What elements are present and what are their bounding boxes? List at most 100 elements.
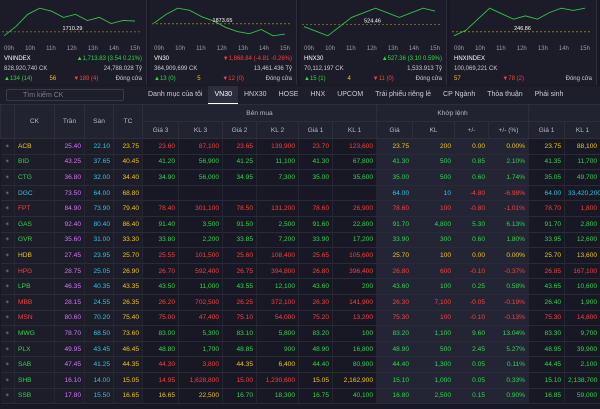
tab[interactable]: HNX — [310, 91, 326, 98]
quote-cell: 0.60 — [454, 169, 489, 186]
time-label: 14h — [558, 46, 569, 52]
quote-cell: -4.80 — [454, 185, 489, 202]
quote-cell: 0.00% — [488, 138, 530, 155]
index-line-2: 364,909,699 CK 13,461.436 Tỷ — [154, 66, 292, 72]
time-label: 13h — [387, 46, 398, 52]
quote-row: ✶ SSB 17.80 15.50 16.65 16.65 22,500 16.70 18,30… — [0, 388, 600, 405]
quote-cell: 3,800 — [178, 356, 223, 373]
quote-cell: 34.40 — [113, 169, 143, 186]
pin-icon[interactable]: ✶ — [0, 310, 15, 327]
tab[interactable]: Thỏa thuận — [487, 91, 523, 98]
quote-cell: 900 — [256, 341, 299, 358]
quote-cell: 36.80 — [54, 169, 85, 186]
tab[interactable]: Phái sinh — [534, 91, 564, 98]
quote-cell: 92.40 — [54, 216, 85, 233]
quote-cell: 100 — [332, 325, 377, 342]
quote-cell: 2,162,900 — [332, 372, 377, 389]
header-cell: TC — [113, 104, 143, 139]
quote-cell: 2,100 — [564, 356, 600, 373]
quote-cell: -0.10 — [454, 310, 489, 327]
quote-cell: 26,900 — [332, 200, 377, 217]
quote-cell: 43.60 — [376, 278, 413, 295]
table-body: ✶ ACB 25.40 22.10 23.75 23.60 87,100 23.65 139,9… — [0, 138, 600, 405]
header-cell: KL 1 — [332, 121, 377, 139]
quote-cell: 80,900 — [332, 356, 377, 373]
index-change: ▲1,713.83 (3.54 0.21%) — [76, 56, 142, 62]
tab[interactable]: CP Ngành — [443, 91, 476, 98]
time-axis: 09h 10h 11h 12h 13h 14h 15h — [4, 46, 140, 52]
pin-icon[interactable]: ✶ — [0, 278, 15, 295]
time-label: 14h — [258, 46, 269, 52]
quote-cell: 33.90 — [376, 232, 413, 249]
quote-cell: 31.00 — [84, 232, 114, 249]
tab[interactable]: HOSE — [278, 91, 299, 98]
quote-cell: 14.00 — [84, 372, 114, 389]
quote-cell: 10 — [412, 185, 455, 202]
pin-icon[interactable]: ✶ — [0, 232, 15, 249]
quote-cell: 1,000 — [412, 372, 455, 389]
pin-icon[interactable]: ✶ — [0, 138, 15, 155]
pin-icon[interactable]: ✶ — [0, 216, 15, 233]
time-label: 15h — [129, 46, 140, 52]
quote-cell: 26.80 — [298, 263, 333, 280]
pin-icon[interactable]: ✶ — [0, 263, 15, 280]
header-cell: KL 3 — [178, 121, 223, 139]
pin-icon[interactable]: ✶ — [0, 247, 15, 264]
index-declines: ▼78 (2) — [502, 76, 524, 82]
quote-cell — [332, 185, 377, 202]
quote-cell: 26.70 — [142, 263, 179, 280]
pin-icon[interactable]: ✶ — [0, 185, 15, 202]
pin-icon[interactable]: ✶ — [0, 341, 15, 358]
quote-cell: 80.40 — [84, 216, 114, 233]
quote-cell: 26.20 — [142, 294, 179, 311]
time-axis: 09h 10h 11h 12h 13h 14h 15h — [154, 46, 290, 52]
time-label: 09h — [304, 46, 315, 52]
pin-icon[interactable]: ✶ — [0, 372, 15, 389]
tab[interactable]: Trái phiếu riêng lẻ — [375, 91, 432, 98]
quote-cell: 35.00 — [298, 169, 333, 186]
tab[interactable]: Danh mục của tôi — [148, 91, 203, 98]
quote-cell: -0.10 — [454, 263, 489, 280]
quote-cell: 28.75 — [54, 263, 85, 280]
quote-cell: 18,300 — [256, 388, 299, 405]
quote-row: ✶ GVR 35.60 31.00 33.30 33.80 2,200 33.85 7,200 3… — [0, 232, 600, 249]
tab[interactable]: VN30 — [208, 86, 238, 104]
header-row: Giá 3 KL 3 Giá 2 KL 2 Giá 1 KL 1 Giá KL +/- +/- (… — [1, 121, 600, 139]
quote-cell: 49,700 — [564, 169, 600, 186]
symbol-cell: DGC — [14, 185, 55, 202]
quote-cell: 44.40 — [376, 356, 413, 373]
group-header: Khớp lệnh — [375, 104, 530, 122]
pin-icon[interactable]: ✶ — [0, 356, 15, 373]
time-label: 10h — [475, 46, 486, 52]
group-header — [528, 104, 600, 122]
quote-cell: 500 — [412, 341, 455, 358]
pin-icon[interactable]: ✶ — [0, 388, 15, 405]
search-box[interactable]: Tìm kiếm CK — [6, 89, 124, 101]
pin-icon[interactable]: ✶ — [0, 169, 15, 186]
quote-cell: 56,900 — [178, 154, 223, 171]
pin-icon[interactable]: ✶ — [0, 325, 15, 342]
time-label: 10h — [325, 46, 336, 52]
index-line-3: ▲15 (1) 4 ▼11 (0) Đóng cửa — [304, 76, 442, 82]
header-cell: Giá 2 — [222, 121, 257, 139]
index-line-1: HNXINDEX — [454, 56, 592, 62]
quote-cell: 6,400 — [256, 356, 299, 373]
tab[interactable]: HNX30 — [244, 91, 267, 98]
time-label: 14h — [408, 46, 419, 52]
pin-icon[interactable]: ✶ — [0, 154, 15, 171]
quote-cell: 7,100 — [412, 294, 455, 311]
index-chart: 1710.29 — [2, 7, 141, 37]
quote-cell: 78.40 — [142, 200, 179, 217]
quote-cell: 16.65 — [113, 388, 143, 405]
quote-cell: 0.90% — [488, 388, 530, 405]
index-declines: ▼11 (0) — [372, 76, 394, 82]
index-status: Đóng cửa — [415, 76, 442, 82]
pin-icon[interactable]: ✶ — [0, 200, 15, 217]
quote-cell: 3,500 — [178, 216, 223, 233]
tab[interactable]: UPCOM — [337, 91, 364, 98]
pin-icon[interactable]: ✶ — [0, 294, 15, 311]
quote-cell: 11,000 — [178, 278, 223, 295]
index-status: Đóng cửa — [565, 76, 592, 82]
index-panel: 246.86 09h 10h 11h 12h 13h 14h 15h HNXINDEX 100,0… — [450, 0, 597, 85]
time-label: 12h — [66, 46, 77, 52]
